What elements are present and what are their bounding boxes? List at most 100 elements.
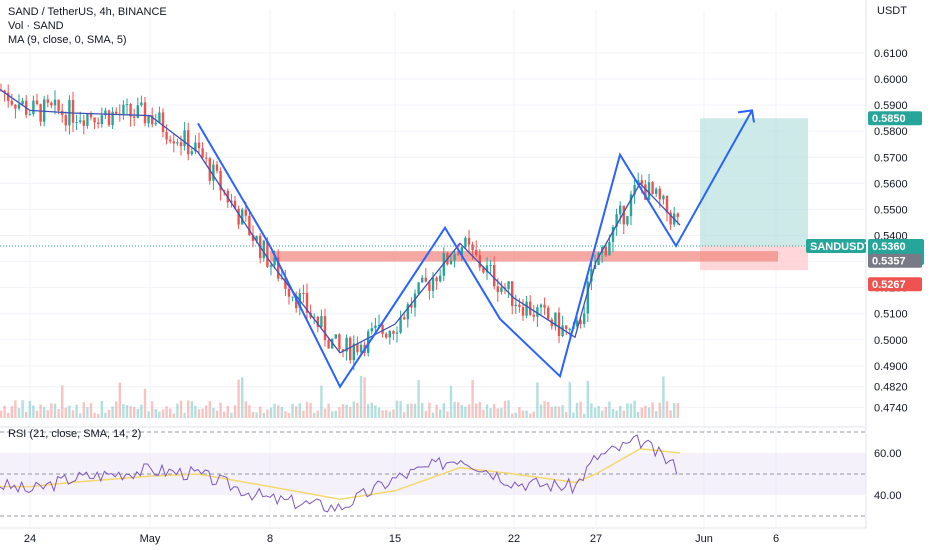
volume-bar <box>53 403 57 418</box>
candle-body <box>151 115 154 125</box>
candle-body <box>10 100 13 105</box>
candle-body <box>273 257 276 266</box>
candle-body <box>539 304 543 308</box>
volume-bar <box>140 404 143 418</box>
candle-body <box>496 286 499 293</box>
volume-layer <box>0 376 679 418</box>
volume-bar <box>115 401 118 418</box>
volume-bar <box>172 413 175 418</box>
volume-bar <box>601 410 604 418</box>
pattern-zigzag-line[interactable] <box>197 109 753 389</box>
candle-body <box>399 317 402 333</box>
candle-body <box>590 269 593 282</box>
volume-bar <box>7 412 10 418</box>
candle-body <box>370 328 373 332</box>
time-tick-label: Jun <box>695 533 713 545</box>
volume-bar <box>269 407 273 418</box>
target-profit-zone[interactable] <box>700 118 808 246</box>
price-tick-label: 0.6000 <box>874 74 908 86</box>
volume-bar <box>255 412 258 418</box>
candle-body <box>622 205 625 225</box>
candle-body <box>493 265 496 287</box>
volume-bar <box>478 401 481 418</box>
candle-body <box>431 277 435 291</box>
volume-bar <box>435 404 438 418</box>
volume-bar <box>503 400 507 418</box>
volume-bar <box>496 408 499 418</box>
volume-bar <box>187 400 190 418</box>
volume-bar <box>14 400 17 418</box>
volume-bar <box>201 408 204 418</box>
candle-body <box>241 209 244 225</box>
volume-bar <box>28 401 31 418</box>
volume-bar <box>629 403 633 418</box>
candle-body <box>464 237 467 248</box>
candle-body <box>251 235 255 241</box>
candle-body <box>3 90 6 93</box>
volume-bar <box>32 405 35 418</box>
candle-body <box>406 304 409 320</box>
last-price-badge: 0.5360 <box>872 241 906 253</box>
volume-bar <box>143 388 147 418</box>
candle-body <box>478 255 481 268</box>
candle-body <box>280 277 283 279</box>
candle-body <box>39 104 42 122</box>
volume-bar <box>471 380 474 418</box>
symbol-title[interactable]: SAND / TetherUS, 4h, BINANCE <box>8 6 167 18</box>
candle-body <box>104 110 107 116</box>
price-tick-label: 0.6100 <box>874 48 908 60</box>
volume-bar <box>349 406 352 418</box>
volume-bar <box>359 376 363 418</box>
candle-body <box>295 296 298 309</box>
volume-bar <box>356 402 359 418</box>
price-tick-label: 0.4740 <box>874 403 908 415</box>
volume-bar <box>428 402 431 418</box>
candle-body <box>143 102 147 124</box>
candle-body <box>17 104 21 109</box>
volume-bar <box>151 401 154 418</box>
volume-bar <box>93 412 96 418</box>
volume-indicator-label[interactable]: Vol · SAND <box>8 20 64 32</box>
volume-bar <box>615 410 618 418</box>
volume-bar <box>302 410 305 418</box>
candle-body <box>197 142 201 149</box>
candle-body <box>32 100 35 115</box>
candle-body <box>46 99 49 103</box>
candle-body <box>201 148 204 158</box>
ma-indicator-label[interactable]: MA (9, close, 0, SMA, 5) <box>8 34 127 46</box>
ma-line[interactable] <box>0 88 681 354</box>
volume-bar <box>273 403 276 418</box>
axis-layer: 0.6100 0.6000 0.5900 0.5800 0.5700 0.5600 0.55… <box>24 48 908 545</box>
volume-bar <box>568 382 571 418</box>
volume-bar <box>539 404 543 418</box>
rsi-signal-line[interactable] <box>0 448 681 500</box>
symbol-tag-badge-bg <box>806 238 866 253</box>
rsi-line[interactable] <box>0 434 678 513</box>
target-price-badge: 0.5850 <box>872 113 906 125</box>
candle-body <box>194 142 197 152</box>
volume-bar <box>597 405 600 418</box>
currency-label: USDT <box>877 5 907 17</box>
volume-bar <box>10 406 13 418</box>
volume-bar <box>626 403 629 418</box>
volume-bar <box>331 411 334 418</box>
rsi-indicator-label[interactable]: RSI (21, close, SMA, 14, 2) <box>8 428 141 440</box>
volume-bar <box>197 409 201 418</box>
candle-body <box>169 139 172 142</box>
volume-bar <box>0 410 3 418</box>
support-resistance-band[interactable] <box>270 251 778 262</box>
ma-layer <box>0 88 681 354</box>
volume-bar <box>374 405 377 418</box>
candle-body <box>140 102 143 106</box>
candle-body <box>161 112 165 132</box>
candle-body <box>449 260 453 265</box>
candle-body <box>586 281 589 314</box>
volume-bar <box>284 411 287 418</box>
price-tick-label: 0.5100 <box>874 309 908 321</box>
volume-bar <box>676 403 679 418</box>
candle-body <box>71 100 75 123</box>
candle-body <box>230 200 233 203</box>
volume-bar <box>313 412 316 418</box>
